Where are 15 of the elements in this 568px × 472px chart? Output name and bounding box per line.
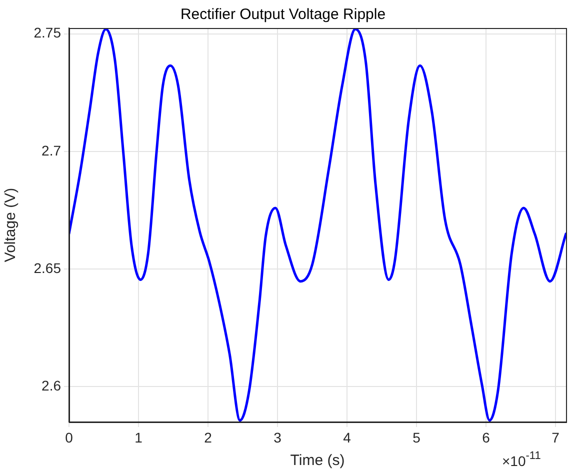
y-tick-label: 2.6 [42, 378, 62, 394]
x-axis-title: Time (s) [290, 452, 345, 470]
x-tick-label: 1 [134, 429, 143, 446]
x-tick-label: 6 [482, 429, 490, 446]
y-tick-label: 2.75 [34, 24, 62, 41]
x-tick-label: 0 [65, 429, 74, 446]
chart-title: Rectifier Output Voltage Ripple [180, 6, 386, 24]
x-tick-label: 2 [204, 429, 212, 446]
x-tick-label: 3 [274, 429, 282, 446]
x-tick-label: 4 [343, 429, 352, 446]
y-tick-label: 2.7 [42, 142, 62, 158]
x-tick-label: 7 [552, 429, 560, 446]
x-tick-label: 5 [412, 429, 421, 446]
y-axis-title: Voltage (V) [2, 188, 20, 262]
y-tick-label: 2.65 [34, 260, 62, 276]
